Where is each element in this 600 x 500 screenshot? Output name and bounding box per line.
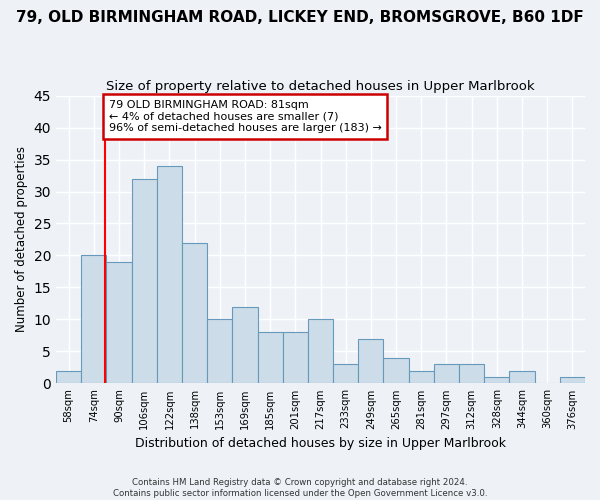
Bar [257, 332, 283, 384]
Bar [383, 358, 409, 384]
Bar [409, 370, 434, 384]
Bar [333, 364, 358, 384]
Text: Contains HM Land Registry data © Crown copyright and database right 2024.
Contai: Contains HM Land Registry data © Crown c… [113, 478, 487, 498]
Bar [484, 377, 509, 384]
Bar [560, 377, 585, 384]
Bar [131, 178, 157, 384]
X-axis label: Distribution of detached houses by size in Upper Marlbrook: Distribution of detached houses by size … [135, 437, 506, 450]
Text: 79, OLD BIRMINGHAM ROAD, LICKEY END, BROMSGROVE, B60 1DF: 79, OLD BIRMINGHAM ROAD, LICKEY END, BRO… [16, 10, 584, 25]
Title: Size of property relative to detached houses in Upper Marlbrook: Size of property relative to detached ho… [106, 80, 535, 93]
Y-axis label: Number of detached properties: Number of detached properties [15, 146, 28, 332]
Bar [459, 364, 484, 384]
Bar [157, 166, 182, 384]
Bar [56, 370, 81, 384]
Bar [81, 256, 106, 384]
Bar [182, 242, 207, 384]
Bar [283, 332, 308, 384]
Bar [207, 320, 232, 384]
Text: 79 OLD BIRMINGHAM ROAD: 81sqm
← 4% of detached houses are smaller (7)
96% of sem: 79 OLD BIRMINGHAM ROAD: 81sqm ← 4% of de… [109, 100, 382, 133]
Bar [434, 364, 459, 384]
Bar [232, 306, 257, 384]
Bar [509, 370, 535, 384]
Bar [308, 320, 333, 384]
Bar [106, 262, 131, 384]
Bar [358, 338, 383, 384]
